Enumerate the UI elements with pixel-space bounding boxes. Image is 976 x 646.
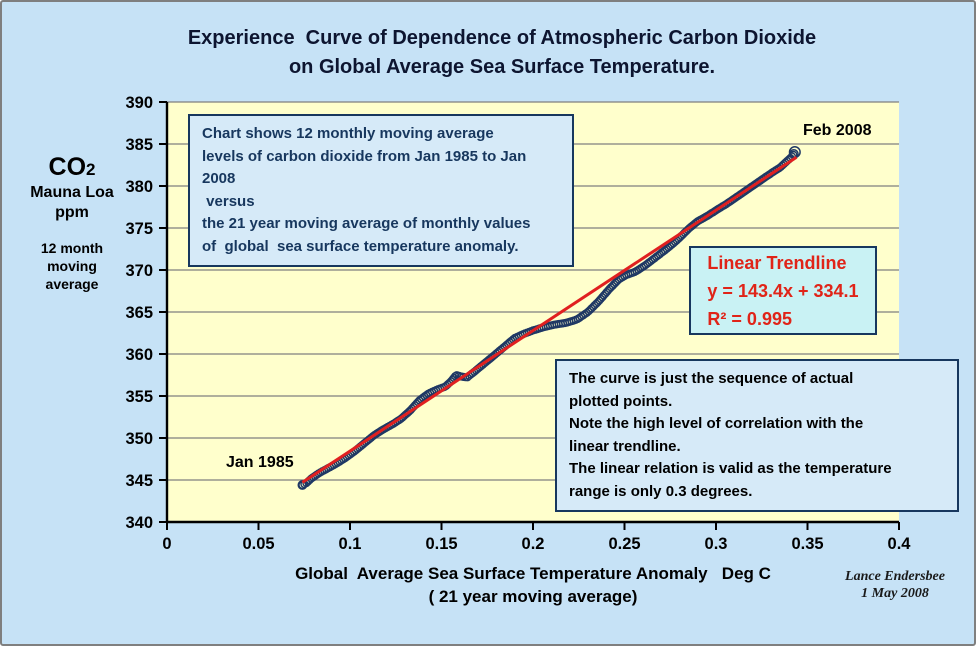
x-tick-label: 0.15 [425, 535, 457, 553]
y-axis-label-block: CO2 Mauna Loa ppm 12 month moving averag… [8, 154, 136, 293]
y-tick-label: 345 [125, 472, 153, 490]
y-tick-label: 390 [125, 94, 153, 112]
data-label-jan-1985: Jan 1985 [226, 454, 294, 471]
annotation-box-commentary: The curve is just the sequence of actual… [555, 359, 959, 512]
chart-title: Experience Curve of Dependence of Atmosp… [187, 27, 817, 78]
x-tick-label: 0 [162, 535, 171, 553]
y-tick-label: 350 [125, 430, 153, 448]
y-axis-label-units: Mauna Loa ppm [30, 184, 114, 221]
author-credit: Lance Endersbee 1 May 2008 [845, 569, 945, 601]
y-tick-label: 340 [125, 514, 153, 532]
y-tick-label: 375 [125, 220, 153, 238]
annotation-box-description: Chart shows 12 monthly moving average le… [188, 114, 574, 267]
y-axis-label-co2: CO2 [48, 153, 96, 181]
x-tick-label: 0.1 [339, 535, 362, 553]
data-label-feb-2008: Feb 2008 [803, 122, 872, 139]
y-tick-label: 370 [125, 262, 153, 280]
y-axis-label-averaging: 12 month moving average [40, 240, 104, 292]
x-tick-label: 0.05 [242, 535, 274, 553]
x-axis-title: Global Average Sea Surface Temperature A… [295, 564, 771, 606]
y-tick-label: 365 [125, 304, 153, 322]
trendline-equation-box: Linear Trendline y = 143.4x + 334.1 R² =… [689, 246, 877, 335]
trendline [301, 155, 798, 484]
y-tick-label: 360 [125, 346, 153, 364]
x-tick-label: 0.3 [705, 535, 728, 553]
co2-subscript: 2 [86, 160, 96, 179]
x-tick-label: 0.4 [888, 535, 912, 553]
x-tick-label: 0.2 [522, 535, 545, 553]
x-tick-label: 0.25 [608, 535, 640, 553]
y-tick-label: 385 [125, 136, 153, 154]
y-tick-label: 380 [125, 178, 153, 196]
y-tick-label: 355 [125, 388, 153, 406]
x-tick-label: 0.35 [791, 535, 823, 553]
